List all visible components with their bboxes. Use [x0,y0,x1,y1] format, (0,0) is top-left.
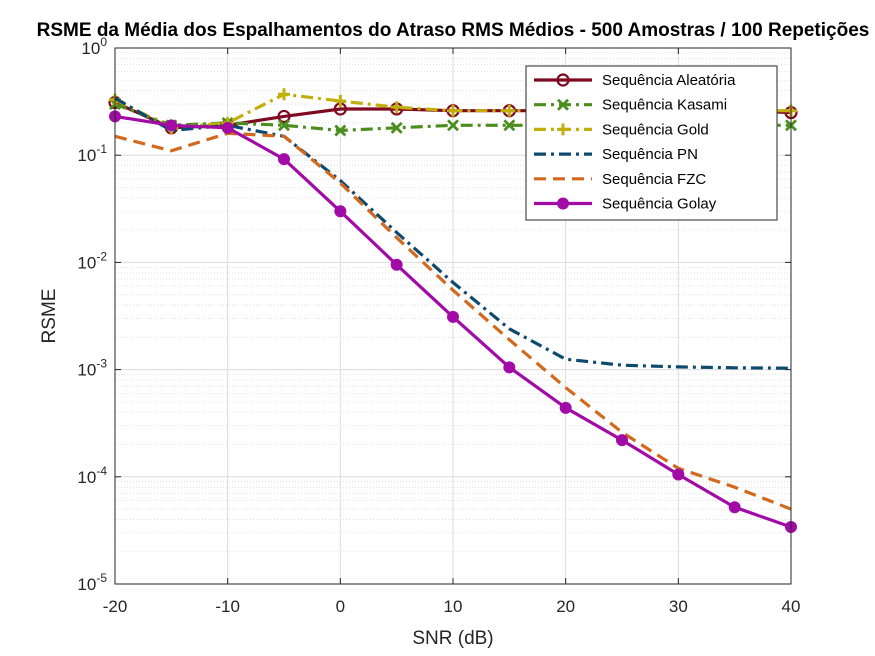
y-tick-label: 100 [81,35,107,58]
data-point [447,104,459,117]
axis-ticks: -20 -10 0 10 20 30 40 10-5 10-4 10-3 10-2 10-1 100 [77,35,800,616]
data-point [278,153,290,166]
data-point [390,258,403,271]
x-tick-label: 40 [782,597,801,616]
data-point [334,95,347,108]
data-point [334,124,347,137]
data-point [334,205,347,218]
legend: Sequência Aleatória Sequência Kasami Sequê… [525,65,778,221]
y-tick-label: 10-4 [77,464,107,487]
y-tick-label: 10-1 [77,142,107,165]
data-point [390,121,403,134]
legend-box [525,65,778,221]
y-tick-label: 10-5 [77,571,107,594]
data-point [728,501,741,514]
y-tick-label: 10-2 [77,249,107,272]
data-point [277,109,291,124]
data-point [278,88,290,101]
legend-label: Sequência PN [602,146,698,163]
data-point [165,119,178,132]
legend-label: Sequência Golay [602,196,717,213]
data-point [390,101,403,114]
x-tick-label: 20 [556,597,575,616]
legend-marker [556,73,570,87]
data-point [503,119,516,132]
data-point [503,361,516,374]
legend-label: Sequência Kasami [602,97,727,114]
data-point [616,434,628,447]
legend-marker [557,98,569,111]
series-4 [114,96,792,370]
legend-label: Sequência Aleatória [602,72,736,89]
x-tick-label: -10 [215,597,240,616]
x-tick-label: 0 [336,597,345,616]
series-6 [109,110,797,534]
legend-marker [557,123,569,136]
x-tick-label: 10 [444,597,463,616]
data-point [503,104,516,117]
data-point [672,468,685,481]
legend-label: Sequência FZC [602,171,706,188]
series-line [114,96,792,370]
x-tick-label: 30 [669,597,688,616]
chart-title: RSME da Média dos Espalhamentos do Atras… [37,20,870,41]
y-axis-label: RSME [39,289,60,344]
data-point [447,310,459,323]
legend-marker [557,197,569,210]
data-point [447,119,459,132]
y-tick-label: 10-3 [77,357,107,380]
x-tick-label: -20 [103,597,128,616]
data-point [221,121,234,134]
data-point [559,401,572,414]
x-axis-label: SNR (dB) [412,628,493,649]
data-point [278,119,290,132]
legend-label: Sequência Gold [602,121,709,138]
